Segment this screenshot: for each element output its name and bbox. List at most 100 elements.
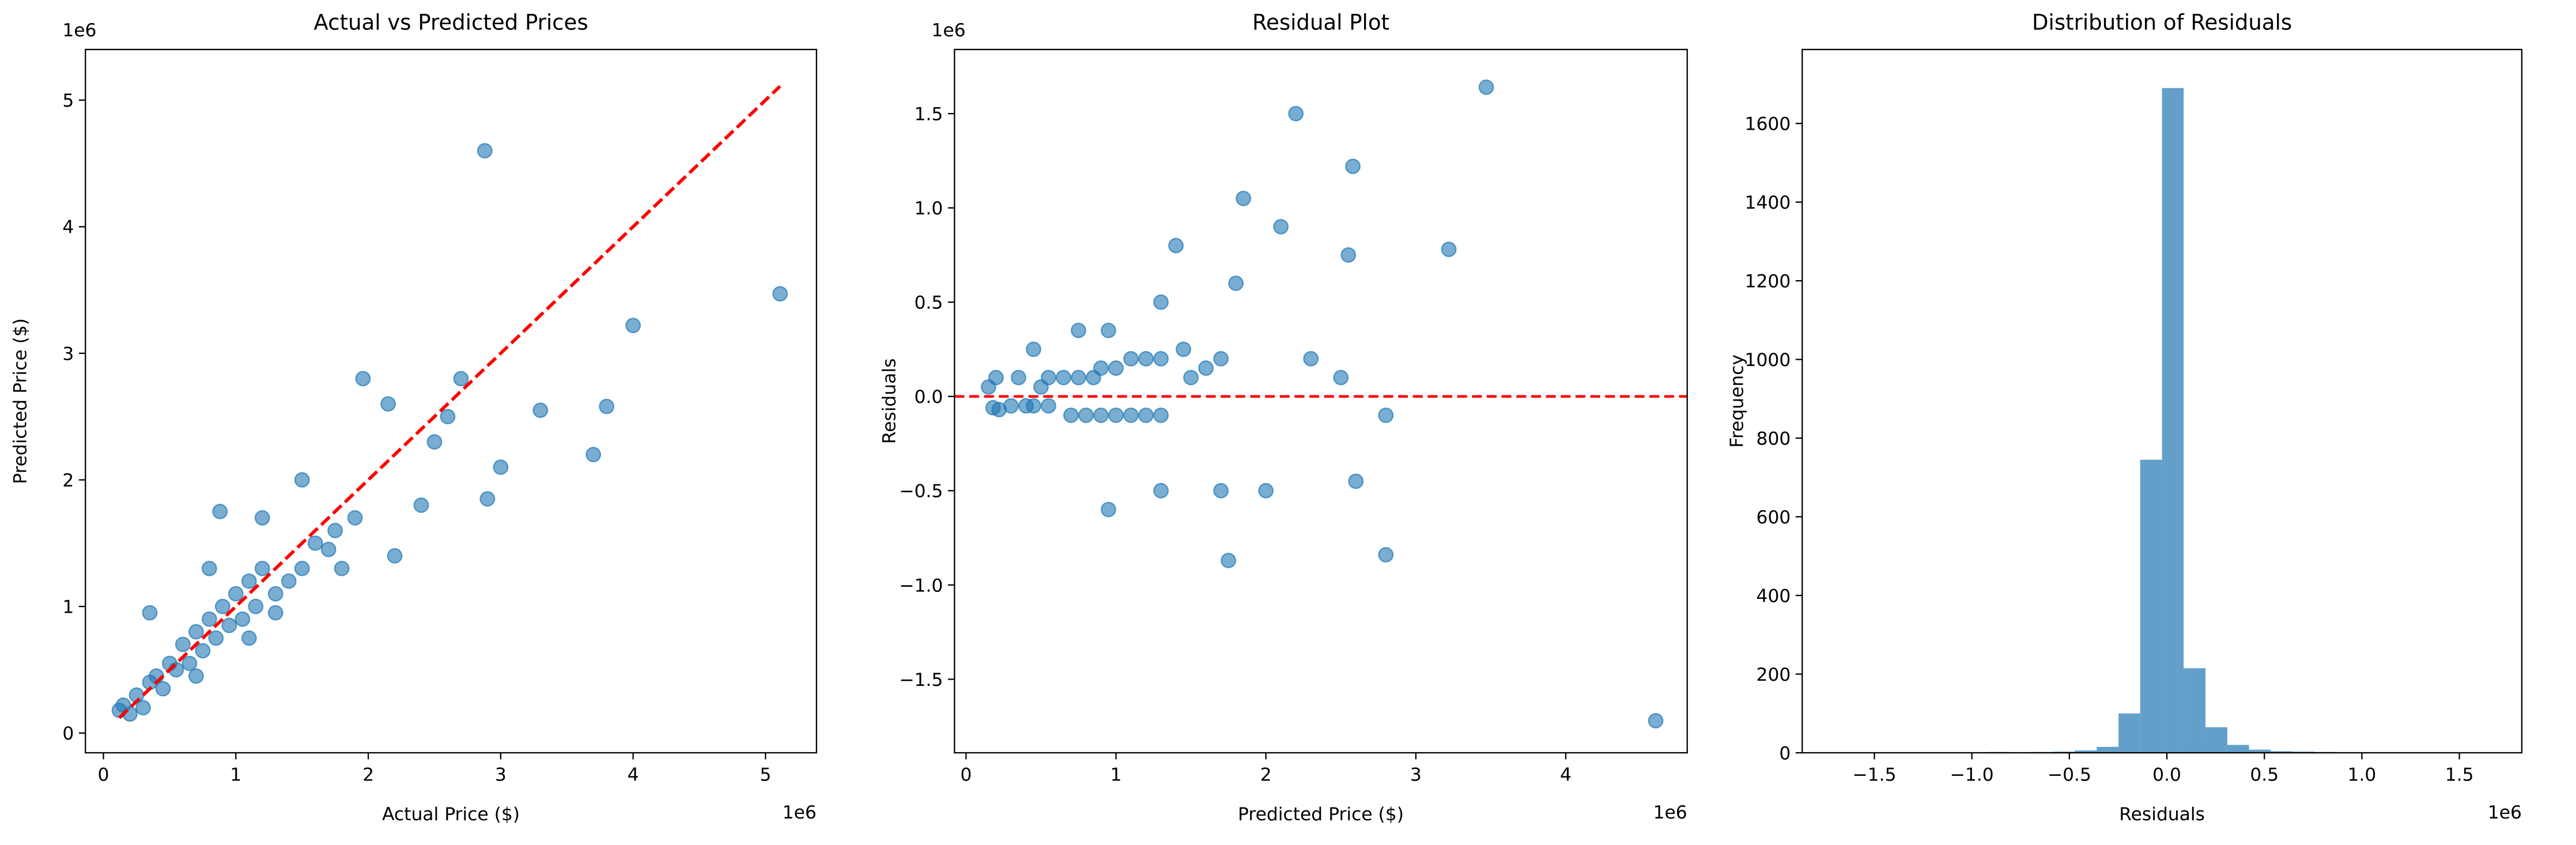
x-tick-label: 0 bbox=[960, 764, 972, 785]
point bbox=[380, 396, 396, 412]
point bbox=[1378, 547, 1394, 563]
point bbox=[1478, 79, 1494, 95]
x-tick-label: 3 bbox=[495, 764, 507, 785]
point bbox=[1198, 360, 1214, 376]
point bbox=[1153, 482, 1169, 499]
point bbox=[1153, 408, 1169, 423]
chart-title: Actual vs Predicted Prices bbox=[313, 10, 588, 35]
y-tick-label: 0 bbox=[1779, 743, 1791, 764]
x-tick-label: −1.5 bbox=[1852, 764, 1896, 785]
point bbox=[214, 598, 231, 614]
point bbox=[1071, 322, 1086, 338]
point bbox=[1153, 350, 1169, 367]
point bbox=[988, 369, 1004, 386]
bar bbox=[2184, 668, 2206, 753]
point bbox=[201, 560, 217, 576]
y-tick-label: 0.0 bbox=[914, 387, 943, 408]
y-tick-label: −1.0 bbox=[899, 575, 943, 596]
x-tick-label: −0.5 bbox=[2048, 764, 2091, 785]
y-tick-label: 0.5 bbox=[914, 293, 943, 314]
point bbox=[1108, 360, 1124, 376]
y-tick-label: 5 bbox=[62, 90, 74, 111]
point bbox=[453, 371, 469, 387]
point bbox=[307, 535, 323, 551]
point bbox=[479, 491, 496, 507]
point bbox=[182, 655, 198, 672]
point bbox=[267, 605, 284, 621]
point bbox=[212, 504, 228, 519]
point bbox=[1303, 350, 1319, 367]
y-axis-label: Frequency bbox=[1727, 354, 1748, 448]
x-tick-label: 0.0 bbox=[2152, 764, 2181, 785]
y-tick-label: 1000 bbox=[1745, 350, 1791, 371]
point bbox=[254, 510, 270, 526]
point bbox=[1108, 408, 1124, 423]
point bbox=[1333, 369, 1349, 386]
point bbox=[294, 560, 310, 576]
point bbox=[235, 611, 251, 627]
x-tick-label: 4 bbox=[1560, 764, 1572, 785]
y-tick-label: 1600 bbox=[1745, 114, 1791, 135]
point bbox=[327, 522, 343, 538]
y-tick-label: 2 bbox=[62, 470, 74, 491]
plot-frame bbox=[954, 48, 1688, 754]
point bbox=[1441, 242, 1457, 258]
y-axis-label: Predicted Price ($) bbox=[10, 318, 31, 484]
point bbox=[1003, 398, 1019, 414]
y-tick-label: 400 bbox=[1757, 586, 1791, 606]
point bbox=[241, 573, 257, 589]
point bbox=[477, 143, 493, 159]
point bbox=[1168, 237, 1184, 254]
bar bbox=[2249, 749, 2271, 753]
point bbox=[281, 573, 297, 589]
point bbox=[241, 630, 257, 646]
point bbox=[1258, 482, 1274, 499]
point bbox=[1123, 350, 1139, 367]
x-tick-label: 1 bbox=[230, 764, 241, 785]
point bbox=[772, 286, 788, 302]
x-tick-label: 1 bbox=[1111, 764, 1122, 785]
y-tick-label: −0.5 bbox=[899, 481, 943, 502]
y-tick-label: 600 bbox=[1757, 507, 1791, 528]
point bbox=[1093, 360, 1109, 376]
point bbox=[1213, 350, 1229, 367]
x-tick-label: −1.0 bbox=[1950, 764, 1994, 785]
x-axis-label: Residuals bbox=[2119, 804, 2205, 825]
point bbox=[599, 398, 615, 414]
point bbox=[188, 624, 204, 640]
y-tick-label: 1.0 bbox=[914, 198, 943, 219]
bar bbox=[2118, 713, 2140, 753]
point bbox=[334, 560, 350, 576]
point bbox=[1010, 369, 1026, 386]
point bbox=[1101, 322, 1116, 338]
x-tick-label: 4 bbox=[628, 764, 639, 785]
point bbox=[221, 617, 237, 633]
reference-line bbox=[118, 85, 781, 719]
point bbox=[440, 409, 456, 425]
chart-title: Distribution of Residuals bbox=[2032, 10, 2292, 35]
y-tick-label: 200 bbox=[1757, 665, 1791, 685]
point bbox=[254, 560, 270, 576]
point bbox=[1378, 408, 1394, 423]
chart-title: Residual Plot bbox=[1252, 10, 1389, 35]
point bbox=[1221, 552, 1237, 568]
point bbox=[347, 510, 363, 526]
point bbox=[1071, 369, 1086, 386]
bar bbox=[2075, 750, 2097, 753]
y-tick-label: 800 bbox=[1757, 428, 1791, 449]
point bbox=[1026, 341, 1041, 357]
y-tick-label: 1400 bbox=[1745, 193, 1791, 213]
x-tick-label: 5 bbox=[760, 764, 771, 785]
bar bbox=[2271, 751, 2293, 753]
point bbox=[1340, 247, 1357, 263]
y-tick-label: 1 bbox=[62, 597, 74, 618]
point bbox=[413, 497, 429, 513]
point bbox=[248, 598, 264, 614]
x-tick-label: 2 bbox=[362, 764, 374, 785]
point bbox=[625, 318, 641, 334]
point bbox=[1063, 408, 1079, 423]
plot-frame bbox=[85, 48, 817, 754]
bar bbox=[2140, 459, 2162, 753]
